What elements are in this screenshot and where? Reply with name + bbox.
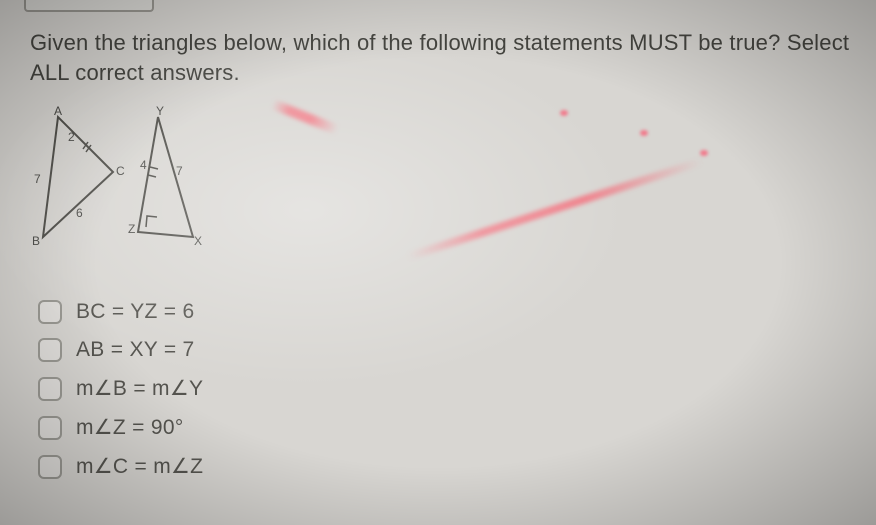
- option-row[interactable]: m∠C = m∠Z: [38, 454, 203, 479]
- triangle-figure: A B C 2 7 6 Y X Z 7 4: [38, 112, 238, 262]
- glare-smear: [271, 99, 340, 134]
- right-angle-z: [146, 216, 157, 227]
- option-row[interactable]: m∠B = m∠Y: [38, 376, 203, 401]
- toolbar-fragment: [24, 0, 154, 12]
- option-label: BC = YZ = 6: [76, 300, 194, 324]
- side-yz-len: 4: [140, 158, 147, 172]
- checkbox[interactable]: [38, 455, 62, 479]
- option-row[interactable]: m∠Z = 90°: [38, 415, 203, 440]
- option-label: m∠Z = 90°: [76, 415, 184, 440]
- vertex-x: X: [194, 234, 202, 248]
- glare-dot: [640, 130, 648, 136]
- glare-smear: [406, 157, 703, 260]
- answer-options: BC = YZ = 6 AB = XY = 7 m∠B = m∠Y m∠Z = …: [38, 300, 203, 493]
- question-line2: ALL correct answers.: [30, 60, 240, 85]
- checkbox[interactable]: [38, 300, 62, 324]
- option-label: m∠B = m∠Y: [76, 376, 203, 401]
- side-ab-len: 7: [34, 172, 41, 186]
- glare-dot: [700, 150, 708, 156]
- vertex-a: A: [54, 104, 62, 118]
- option-row[interactable]: BC = YZ = 6: [38, 300, 203, 324]
- checkbox[interactable]: [38, 338, 62, 362]
- side-ac-len: 2: [68, 130, 75, 144]
- checkbox[interactable]: [38, 377, 62, 401]
- option-row[interactable]: AB = XY = 7: [38, 338, 203, 362]
- vertex-z: Z: [128, 222, 135, 236]
- option-label: m∠C = m∠Z: [76, 454, 203, 479]
- side-xy-len: 7: [176, 164, 183, 178]
- vertex-c: C: [116, 164, 125, 178]
- checkbox[interactable]: [38, 416, 62, 440]
- option-label: AB = XY = 7: [76, 338, 195, 362]
- side-bc-len: 6: [76, 206, 83, 220]
- question-line1: Given the triangles below, which of the …: [30, 30, 849, 55]
- vertex-b: B: [32, 234, 40, 248]
- glare-dot: [560, 110, 568, 116]
- vertex-y: Y: [156, 104, 164, 118]
- question-text: Given the triangles below, which of the …: [30, 28, 852, 87]
